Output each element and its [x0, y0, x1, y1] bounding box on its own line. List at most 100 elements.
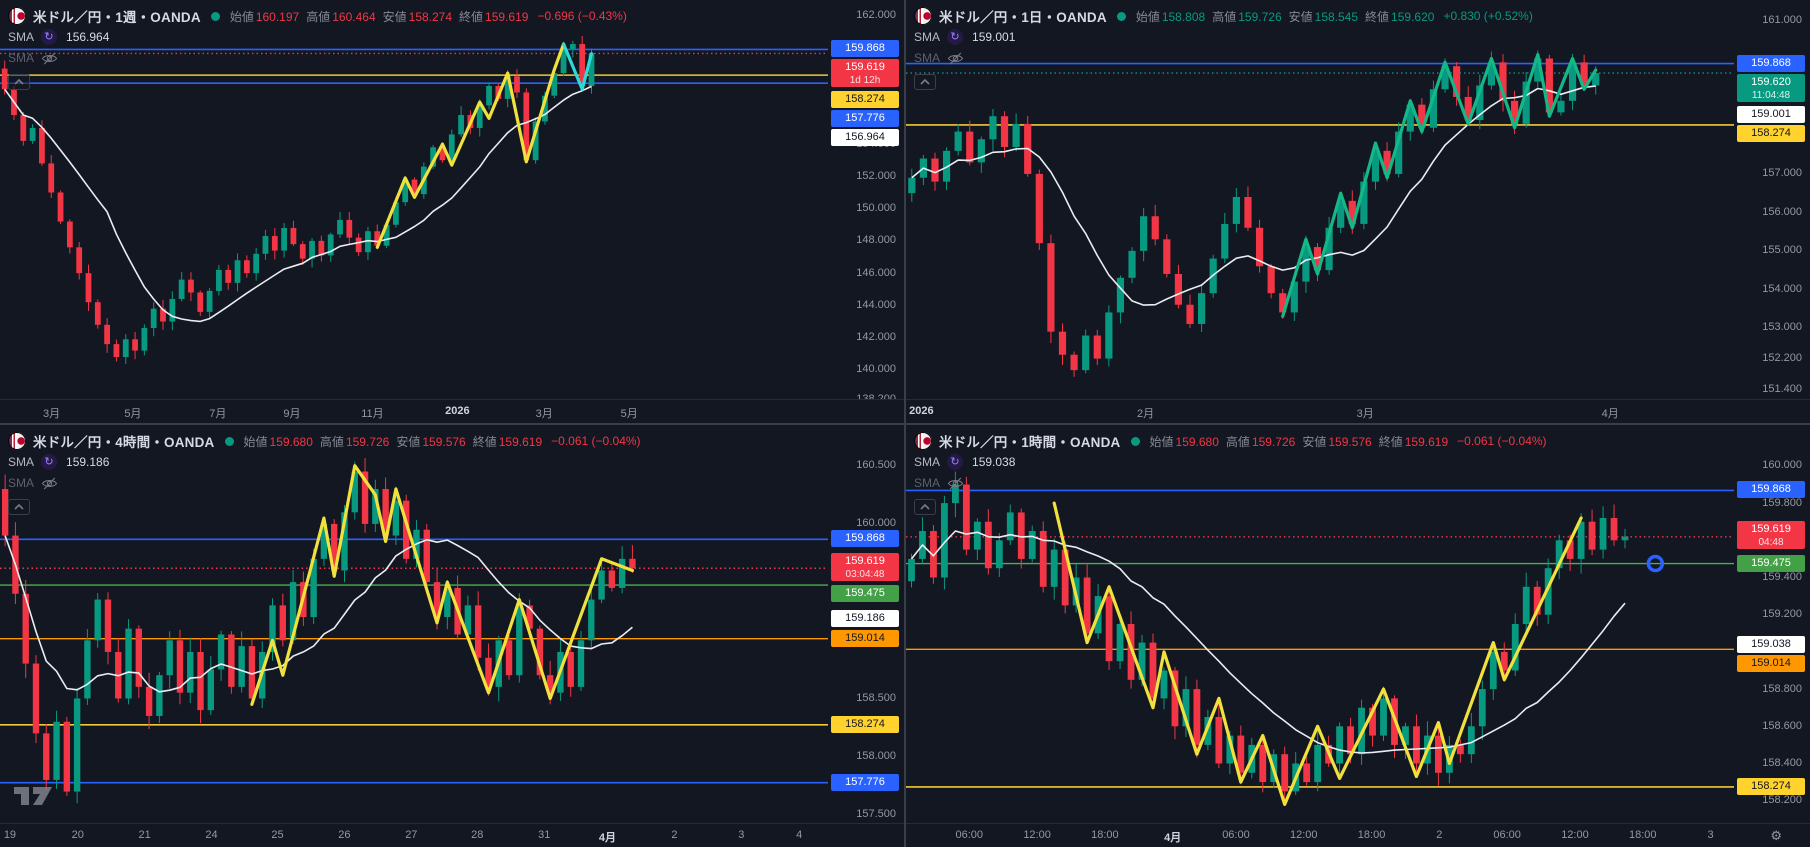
usdjpy-flag-icon	[914, 432, 932, 450]
time-axis-label: 4月	[1164, 832, 1182, 844]
price-badge[interactable]: 159.186	[831, 609, 899, 627]
ohlc-open: 始値 158.808	[1135, 9, 1206, 24]
eye-off-icon[interactable]	[41, 476, 58, 491]
chart-panel-daily[interactable]: 161.000158.000157.000156.000155.000154.0…	[906, 0, 1810, 423]
zigzag-line[interactable]	[250, 464, 635, 706]
time-axis[interactable]: 2026 2月 3月 4月	[906, 399, 1810, 423]
collapse-legend-button[interactable]	[8, 499, 30, 515]
time-axis[interactable]: 19 20 21 24 25 26 27 28 31 4月 2 3 4	[0, 823, 904, 847]
time-axis-label: 06:00	[955, 829, 984, 841]
collapse-legend-button[interactable]	[914, 499, 936, 515]
price-tick-label: 159.400	[1762, 571, 1802, 583]
time-axis-label: 31	[538, 829, 551, 841]
collapse-legend-button[interactable]	[8, 74, 30, 90]
ohlc-close: 終値 159.619	[459, 9, 529, 24]
price-badge[interactable]: 159.619 04:48	[1737, 521, 1805, 550]
chart-panel-1h[interactable]: 160.000 159.800 159.400 159.200 158.800 158.6…	[906, 425, 1810, 847]
eye-off-icon[interactable]	[947, 51, 964, 66]
symbol-title[interactable]: 米ドル／円・1週・OANDA	[33, 10, 201, 25]
ohlc-high: 高値 160.464	[306, 9, 376, 24]
price-tick-label: 156.000	[1762, 205, 1802, 218]
price-tick-label: 153.000	[1762, 321, 1802, 334]
price-marker-circle[interactable]	[1646, 554, 1665, 573]
price-badge[interactable]: 159.868	[1737, 481, 1805, 499]
time-axis-label: 7月	[209, 408, 227, 420]
ohlc-open: 始値 159.680	[243, 434, 313, 449]
price-badge[interactable]: 159.868	[831, 530, 899, 548]
price-badge[interactable]: 159.475	[831, 584, 899, 602]
zigzag-line[interactable]	[561, 42, 594, 91]
zigzag-line[interactable]	[1281, 52, 1598, 318]
price-scale[interactable]: 162.000154.000152.000150.000148.000146.0…	[828, 0, 904, 405]
price-badge[interactable]: 159.868	[831, 40, 899, 58]
axis-settings-gear-icon[interactable]: ⚙	[1770, 828, 1782, 843]
market-open-dot	[1116, 11, 1126, 21]
price-scale[interactable]: 160.000 159.800 159.400 159.200 158.800 158.6…	[1734, 425, 1810, 823]
time-axis[interactable]: 3月 5月 7月 9月 11月 2026 3月 5月	[0, 399, 904, 423]
time-axis-label: 4	[796, 829, 803, 841]
price-badge[interactable]: 158.274	[1737, 124, 1805, 142]
sma-indicator-row[interactable]: SMA ↻ 156.964	[8, 29, 110, 45]
zigzag-line[interactable]	[1052, 501, 1583, 806]
price-badge[interactable]: 159.001	[1737, 105, 1805, 123]
price-badge[interactable]: 156.964	[831, 129, 899, 147]
price-badge[interactable]: 158.274	[1737, 777, 1805, 795]
price-tick-label: 160.500	[856, 459, 896, 472]
zigzag-line[interactable]	[375, 42, 566, 249]
sma-hidden-row[interactable]: SMA	[914, 473, 1547, 493]
time-axis-label: 18:00	[1357, 829, 1386, 841]
price-scale[interactable]: 160.500 160.000 158.500 158.000 157.500 159.8…	[828, 425, 904, 823]
time-axis-label: 2026	[445, 405, 470, 417]
candlestick-chart[interactable]	[906, 425, 1734, 823]
candlestick-chart[interactable]	[0, 425, 828, 823]
price-badge[interactable]: 159.619 1d 12h	[831, 59, 899, 88]
price-scale[interactable]: 161.000158.000157.000156.000155.000154.0…	[1734, 0, 1810, 399]
eye-off-icon[interactable]	[947, 476, 964, 491]
collapse-legend-button[interactable]	[914, 74, 936, 90]
time-axis-label: 12:00	[1561, 829, 1589, 841]
ohlc-close: 終値 159.619	[472, 434, 543, 449]
price-badge[interactable]: 157.776	[831, 110, 899, 128]
sma-line	[4, 535, 633, 693]
time-axis-label: 06:00	[1493, 829, 1521, 841]
candlestick-chart[interactable]	[906, 0, 1734, 399]
price-badge[interactable]: 159.014	[1737, 654, 1805, 672]
time-axis-label: 11月	[361, 408, 384, 420]
price-tick-label: 158.400	[1762, 756, 1802, 769]
time-axis-label: 18:00	[1091, 829, 1119, 841]
sma-hidden-row[interactable]: SMA	[914, 48, 1533, 68]
price-badge[interactable]: 159.014	[831, 629, 899, 647]
eye-off-icon[interactable]	[41, 51, 58, 66]
legend-title-row: 米ドル／円・4時間・OANDA 始値 159.680 高値 159.726 安値 15…	[8, 431, 641, 451]
sma-indicator-row[interactable]: SMA ↻ 159.038	[914, 454, 1016, 470]
ohlc-low: 安値 158.545	[1288, 9, 1359, 24]
price-tick-label: 162.000	[856, 8, 896, 21]
price-badge[interactable]: 157.776	[831, 773, 899, 791]
chart-panel-4h[interactable]: 160.500 160.000 158.500 158.000 157.500 159.8…	[0, 425, 904, 847]
symbol-title[interactable]: 米ドル／円・4時間・OANDA	[33, 435, 215, 450]
time-axis-label: 18:00	[1628, 829, 1657, 841]
price-badge[interactable]: 159.038	[1737, 635, 1805, 653]
price-tick-label: 152.200	[1762, 352, 1802, 365]
symbol-title[interactable]: 米ドル／円・1時間・OANDA	[939, 435, 1121, 450]
price-badge[interactable]: 159.620 11:04:48	[1737, 73, 1805, 102]
time-axis[interactable]: 06:00 12:00 18:00 4月 06:00 12:00 18:00 2 06:00 12…	[906, 823, 1810, 847]
symbol-title[interactable]: 米ドル／円・1日・OANDA	[939, 10, 1107, 25]
price-badge[interactable]: 159.619 03:04:48	[831, 552, 899, 581]
sma-hidden-row[interactable]: SMA	[8, 473, 641, 493]
price-badge[interactable]: 159.868	[1737, 54, 1805, 72]
change-value: −0.061 (−0.04%)	[551, 434, 641, 448]
sma-line	[911, 85, 1596, 306]
price-tick-label: 161.000	[1762, 13, 1802, 26]
sma-indicator-row[interactable]: SMA ↻ 159.186	[8, 454, 110, 470]
chart-panel-weekly[interactable]: 162.000154.000152.000150.000148.000146.0…	[0, 0, 904, 423]
candlestick-chart[interactable]	[0, 0, 828, 399]
price-badge[interactable]: 158.274	[831, 715, 899, 733]
sma-indicator-row[interactable]: SMA ↻ 159.001	[914, 29, 1016, 45]
sma-hidden-row[interactable]: SMA	[8, 48, 627, 68]
price-tick-label: 160.000	[856, 517, 896, 530]
price-badge[interactable]: 159.475	[1737, 554, 1805, 572]
price-badge[interactable]: 158.274	[831, 91, 899, 109]
time-axis-label: 3月	[535, 408, 553, 420]
